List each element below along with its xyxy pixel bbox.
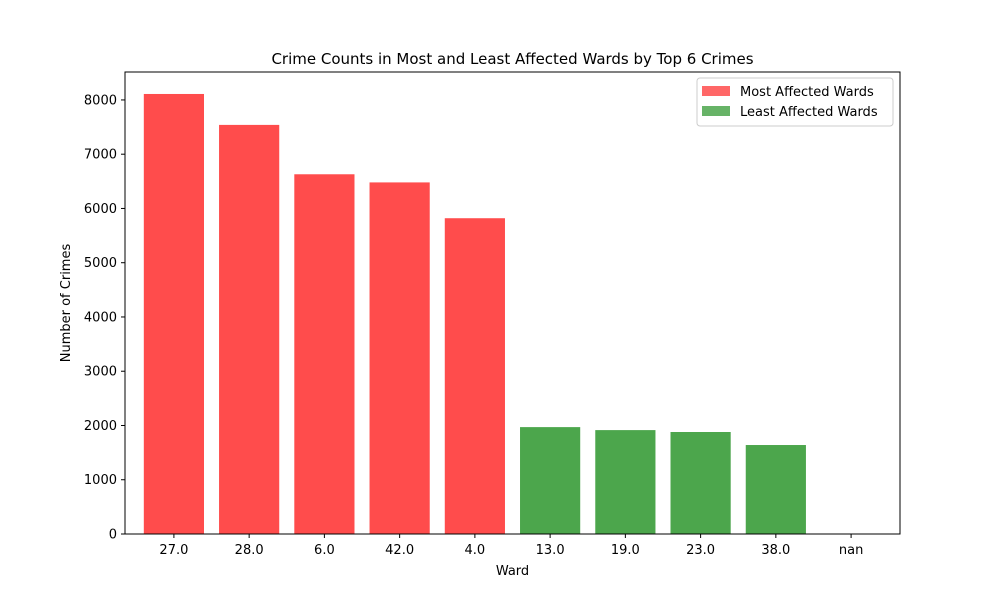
bar-least-affected-19-0 — [595, 430, 656, 534]
x-tick-label: nan — [839, 543, 863, 558]
x-tick-label: 19.0 — [611, 543, 640, 558]
y-tick-label: 2000 — [84, 419, 117, 434]
x-tick-label: 27.0 — [159, 543, 188, 558]
x-axis: 27.0 28.0 6.0 42.0 4.0 13.0 19.0 23.0 38.0 nan — [159, 534, 863, 558]
legend-swatch-least-affected — [702, 106, 730, 116]
y-tick-label: 8000 — [84, 93, 117, 108]
y-tick-label: 5000 — [84, 256, 117, 271]
legend-swatch-most-affected — [702, 86, 730, 96]
bar-most-affected-4-0 — [444, 218, 505, 534]
x-tick-label: 4.0 — [465, 543, 486, 558]
bars-group — [143, 93, 806, 535]
y-tick-label: 7000 — [84, 148, 117, 163]
legend-frame — [696, 77, 894, 127]
x-tick-label: 42.0 — [385, 543, 414, 558]
legend-label-least-affected: Least Affected Wards — [740, 105, 878, 120]
y-tick-label: 4000 — [84, 310, 117, 325]
bar-most-affected-27-0 — [143, 93, 204, 534]
x-tick-label: 23.0 — [686, 543, 715, 558]
chart-title: Crime Counts in Most and Least Affected … — [271, 50, 753, 68]
y-axis: 0 1000 2000 3000 4000 5000 6000 7000 8000 — [84, 93, 125, 543]
bar-most-affected-42-0 — [369, 182, 430, 534]
bar-most-affected-28-0 — [219, 124, 280, 535]
x-axis-label: Ward — [496, 564, 529, 579]
y-tick-label: 6000 — [84, 202, 117, 217]
x-tick-label: 6.0 — [314, 543, 335, 558]
legend-label-most-affected: Most Affected Wards — [740, 85, 874, 100]
bar-most-affected-6-0 — [294, 174, 355, 534]
x-tick-label: 28.0 — [235, 543, 264, 558]
y-tick-label: 1000 — [84, 473, 117, 488]
bar-least-affected-23-0 — [670, 432, 731, 534]
y-tick-label: 3000 — [84, 365, 117, 380]
legend: Most Affected Wards Least Affected Wards — [696, 77, 894, 127]
x-tick-label: 13.0 — [536, 543, 565, 558]
y-axis-label: Number of Crimes — [59, 244, 74, 363]
plot-frame — [124, 71, 901, 535]
x-tick-label: 38.0 — [761, 543, 790, 558]
y-tick-label: 0 — [109, 528, 117, 543]
bar-least-affected-38-0 — [745, 445, 806, 534]
bar-least-affected-13-0 — [520, 427, 581, 534]
